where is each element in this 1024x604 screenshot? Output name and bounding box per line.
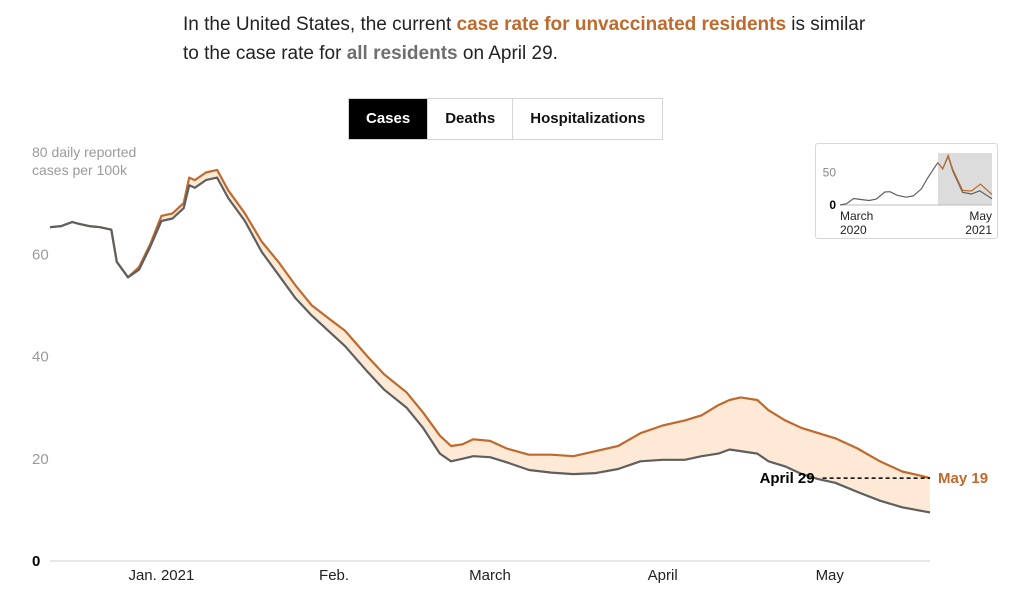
inset-highlight-window: [937, 153, 992, 205]
annotation-may-19: May 19: [938, 470, 988, 487]
inset-y-tick-label: 0: [829, 198, 836, 212]
y-axis-label-line-2: cases per 100k: [32, 162, 128, 178]
inset-x-end-year: 2021: [965, 223, 992, 237]
headline: In the United States, the current case r…: [183, 10, 883, 68]
metric-tabs: Cases Deaths Hospitalizations: [348, 98, 664, 140]
x-tick-label: May: [816, 567, 845, 584]
y-tick-label: 0: [32, 553, 40, 570]
headline-part2: is similar to the case rate for: [183, 14, 866, 64]
headline-all-residents-highlight: all residents: [346, 43, 458, 64]
inset-unvaccinated-line: [937, 153, 993, 195]
tab-hospitalizations[interactable]: Hospitalizations: [512, 99, 663, 139]
headline-part3: on April 29.: [457, 43, 558, 64]
unvaccinated-line: [49, 168, 931, 480]
x-tick-label: April: [648, 567, 678, 584]
inset-x-start-month: March: [840, 209, 873, 223]
tab-deaths[interactable]: Deaths: [427, 99, 513, 139]
inset-all-residents-line: [839, 154, 993, 206]
y-tick-label: 60: [32, 246, 49, 263]
y-tick-label: 40: [32, 349, 49, 366]
headline-unvaccinated-highlight: case rate for unvaccinated residents: [456, 14, 787, 35]
y-tick-label: 20: [32, 451, 49, 468]
gap-band: [50, 169, 930, 513]
inset-x-end-month: May: [969, 209, 992, 223]
all-residents-line: [49, 176, 931, 514]
x-tick-label: Feb.: [319, 567, 349, 584]
y-axis-label-line-1: 80 daily reported: [32, 144, 136, 160]
headline-part1: In the United States, the current: [183, 14, 457, 35]
x-tick-label: Jan. 2021: [128, 567, 194, 584]
annotation-april-29: April 29: [760, 470, 815, 487]
inset-x-start-year: 2020: [840, 223, 867, 237]
inset-y-tick-label: 50: [823, 166, 837, 180]
overview-inset: 50 0 March 2020 May 2021: [815, 143, 998, 239]
tab-cases[interactable]: Cases: [349, 99, 428, 139]
x-tick-label: March: [469, 567, 511, 584]
